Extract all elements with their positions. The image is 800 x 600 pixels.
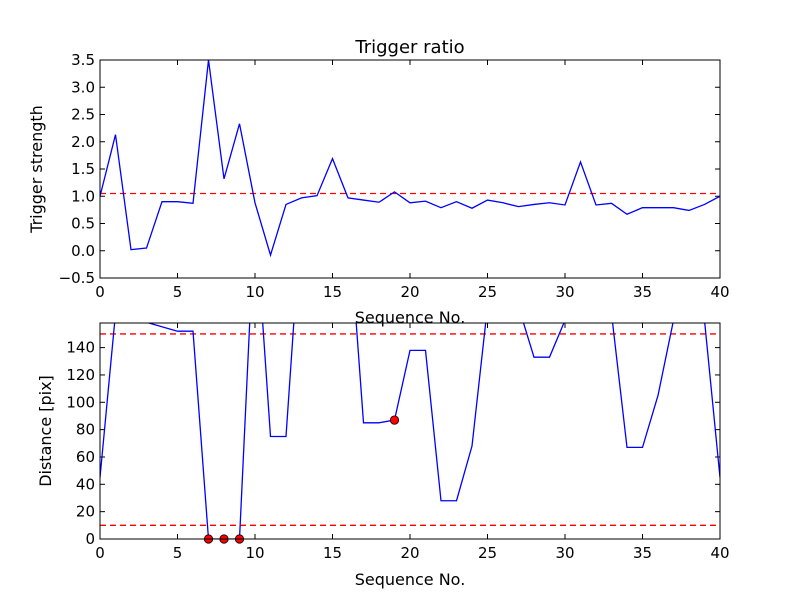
top-chart-series-line [100, 60, 720, 258]
bottom-chart-xtick-label: 20 [400, 544, 419, 562]
top-chart-xtick-label: 25 [478, 283, 497, 301]
bottom-chart-marker-point [389, 415, 400, 425]
bottom-chart-xtick-label: 25 [478, 544, 497, 562]
bottom-chart-reference-lines [100, 333, 720, 526]
bottom-chart-xtick-label: 15 [323, 544, 342, 562]
bottom-chart-xlabel: Sequence No. [355, 570, 466, 589]
bottom-chart-ytick-label: 140 [66, 339, 95, 357]
top-chart-ylabel: Trigger strength [27, 105, 46, 234]
top-chart-xtick-label: 10 [245, 283, 264, 301]
bottom-chart-ytick-label: 60 [76, 448, 95, 466]
top-chart-ytick-label: −0.5 [59, 269, 95, 287]
bottom-chart-xtick-label: 0 [95, 544, 105, 562]
top-chart-series [100, 60, 720, 258]
bottom-chart-xtick-label: 35 [633, 544, 652, 562]
top-chart-ytick-label: 0.5 [71, 215, 95, 233]
bottom-chart-xtick-label: 40 [710, 544, 729, 562]
top-chart-ytick-label: 3.5 [71, 51, 95, 69]
top-chart-ytick-label: 0.0 [71, 242, 95, 260]
top-chart-ytick-label: 3.0 [71, 78, 95, 96]
bottom-chart-ytick-label: 100 [66, 393, 95, 411]
top-chart-ytick-label: 1.5 [71, 160, 95, 178]
top-chart-ytick-label: 1.0 [71, 187, 95, 205]
bottom-chart-markers [203, 415, 400, 544]
top-chart: Trigger ratio Trigger strength Sequence … [27, 37, 730, 327]
bottom-chart-ylabel: Distance [pix] [36, 375, 55, 487]
bottom-chart-ticks: 0 5 10 15 20 25 30 35 40 0 20 40 60 80 100 120 140 [66, 323, 730, 562]
bottom-chart-ytick-label: 40 [76, 475, 95, 493]
top-chart-xtick-label: 40 [710, 283, 729, 301]
bottom-chart-series [100, 323, 720, 539]
top-chart-xtick-label: 15 [323, 283, 342, 301]
top-chart-ytick-label: 2.5 [71, 106, 95, 124]
top-chart-xtick-label: 20 [400, 283, 419, 301]
bottom-chart-ytick-label: 80 [76, 421, 95, 439]
bottom-chart-plot-frame [99, 322, 721, 540]
bottom-chart-series-line [100, 323, 720, 539]
bottom-chart-ytick-label: 120 [66, 366, 95, 384]
bottom-chart-xtick-label: 10 [245, 544, 264, 562]
top-chart-xtick-label: 0 [95, 283, 105, 301]
top-chart-ytick-label: 2.0 [71, 133, 95, 151]
top-chart-ticks: 0 5 10 15 20 25 30 35 40 −0.5 0.0 0.5 1.0 1.5 2.0 2.5 3.… [59, 51, 730, 301]
top-chart-xtick-label: 30 [555, 283, 574, 301]
bottom-chart-ytick-label: 20 [76, 503, 95, 521]
top-chart-xlabel: Sequence No. [355, 308, 466, 327]
top-chart-title: Trigger ratio [354, 37, 464, 58]
bottom-chart-ytick-label: 0 [85, 530, 95, 548]
bottom-chart-xtick-label: 5 [173, 544, 183, 562]
top-chart-xtick-label: 35 [633, 283, 652, 301]
bottom-chart-xtick-label: 30 [555, 544, 574, 562]
bottom-chart: Distance [pix] Sequence No. 0 5 10 15 20 25 30… [36, 322, 730, 589]
top-chart-plot-frame [99, 59, 721, 279]
top-chart-xtick-label: 5 [173, 283, 183, 301]
